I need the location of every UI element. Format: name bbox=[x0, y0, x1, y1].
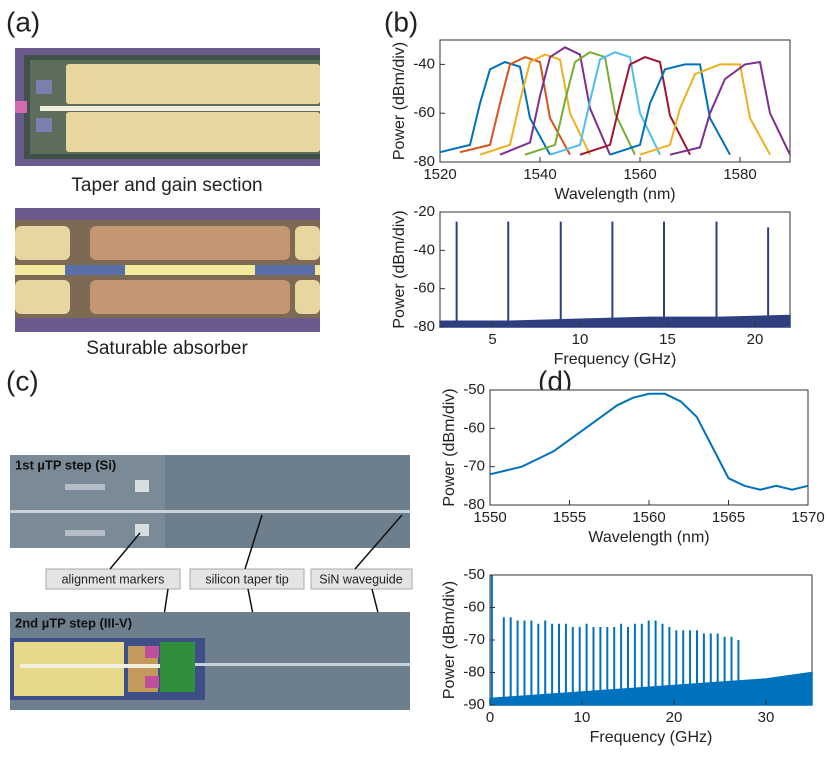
y-axis-label: Power (dBm/div) bbox=[441, 581, 458, 699]
x-tick-label: 1540 bbox=[523, 166, 556, 183]
y-tick-label: -40 bbox=[413, 241, 435, 258]
y-tick-label: -60 bbox=[463, 419, 485, 436]
x-axis-label: Wavelength (nm) bbox=[554, 186, 675, 203]
micrograph bbox=[15, 208, 320, 332]
x-tick-label: 20 bbox=[666, 709, 683, 726]
x-tick-label: 1555 bbox=[553, 509, 586, 526]
y-tick-label: -90 bbox=[463, 696, 485, 713]
x-axis-label: Frequency (GHz) bbox=[590, 729, 713, 746]
y-tick-label: -60 bbox=[413, 104, 435, 121]
x-axis-label: Wavelength (nm) bbox=[588, 529, 709, 546]
micrograph bbox=[10, 612, 410, 710]
spectrum-line bbox=[479, 53, 591, 156]
spectrum-line bbox=[459, 56, 571, 156]
y-axis-label: Power (dBm/div) bbox=[441, 388, 458, 506]
x-tick-label: 10 bbox=[574, 709, 591, 726]
step-label: 2nd µTP step (III-V) bbox=[15, 615, 132, 630]
spectrum-line bbox=[439, 60, 551, 156]
annotation: alignment markers bbox=[62, 572, 165, 586]
y-axis-label: Power (dBm/div) bbox=[391, 210, 408, 328]
y-tick-label: -50 bbox=[463, 381, 485, 398]
y-tick-label: -80 bbox=[463, 663, 485, 680]
panel-label: (a) bbox=[6, 6, 40, 37]
plot-frame bbox=[439, 211, 791, 328]
y-tick-label: -60 bbox=[413, 280, 435, 297]
spectrum-line bbox=[524, 51, 636, 156]
spectrum-line bbox=[609, 63, 731, 156]
spectrum-line bbox=[669, 60, 791, 156]
noise-floor bbox=[439, 314, 791, 328]
y-tick-label: -40 bbox=[413, 55, 435, 72]
micrograph bbox=[10, 455, 410, 548]
y-tick-label: -80 bbox=[413, 153, 435, 170]
x-tick-label: 1520 bbox=[423, 166, 456, 183]
x-tick-label: 1580 bbox=[723, 166, 756, 183]
caption: Saturable absorber bbox=[86, 338, 248, 359]
annotation-boxes bbox=[45, 514, 413, 661]
x-tick-label: 30 bbox=[758, 709, 775, 726]
y-tick-label: -80 bbox=[463, 496, 485, 513]
y-tick-label: -60 bbox=[463, 598, 485, 615]
spectrum-line bbox=[639, 63, 771, 156]
spectrum-line bbox=[489, 392, 809, 491]
x-tick-label: 15 bbox=[659, 331, 676, 348]
y-axis-label: Power (dBm/div) bbox=[391, 42, 408, 160]
x-tick-label: 1570 bbox=[791, 509, 824, 526]
x-axis-label: Frequency (GHz) bbox=[554, 351, 677, 368]
panel-label: (b) bbox=[384, 6, 418, 37]
x-tick-label: 10 bbox=[572, 331, 589, 348]
caption: Taper and gain section bbox=[71, 175, 262, 196]
spectrum-line bbox=[499, 46, 611, 156]
x-tick-label: 1560 bbox=[623, 166, 656, 183]
x-tick-label: 20 bbox=[747, 331, 764, 348]
panel-label: (c) bbox=[6, 365, 39, 396]
spectrum-line bbox=[549, 51, 661, 156]
annotation: SiN waveguide bbox=[319, 572, 402, 586]
y-tick-label: -50 bbox=[463, 566, 485, 583]
x-tick-label: 5 bbox=[488, 331, 496, 348]
step-label: 1st µTP step (Si) bbox=[15, 457, 116, 472]
plot-frame bbox=[489, 389, 809, 506]
annotation: silicon taper tip bbox=[205, 572, 288, 586]
spectrum-line bbox=[579, 56, 691, 156]
x-tick-label: 1560 bbox=[632, 509, 665, 526]
x-tick-label: 0 bbox=[486, 709, 494, 726]
y-tick-label: -70 bbox=[463, 631, 485, 648]
y-tick-label: -80 bbox=[413, 318, 435, 335]
micrograph bbox=[15, 48, 320, 166]
y-tick-label: -20 bbox=[413, 203, 435, 220]
x-tick-label: 1565 bbox=[712, 509, 745, 526]
y-tick-label: -70 bbox=[463, 458, 485, 475]
x-tick-label: 1550 bbox=[473, 509, 506, 526]
plot-frame bbox=[439, 39, 791, 163]
